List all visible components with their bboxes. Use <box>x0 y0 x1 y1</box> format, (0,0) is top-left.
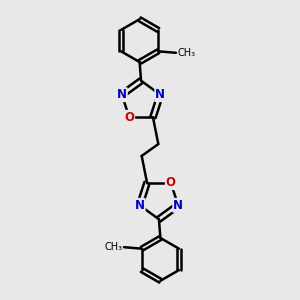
Text: N: N <box>173 199 183 212</box>
Text: CH₃: CH₃ <box>177 48 195 58</box>
Text: N: N <box>117 88 127 101</box>
Text: N: N <box>135 199 145 212</box>
Text: N: N <box>155 88 165 101</box>
Text: CH₃: CH₃ <box>105 242 123 252</box>
Text: O: O <box>124 111 134 124</box>
Text: O: O <box>166 176 176 189</box>
